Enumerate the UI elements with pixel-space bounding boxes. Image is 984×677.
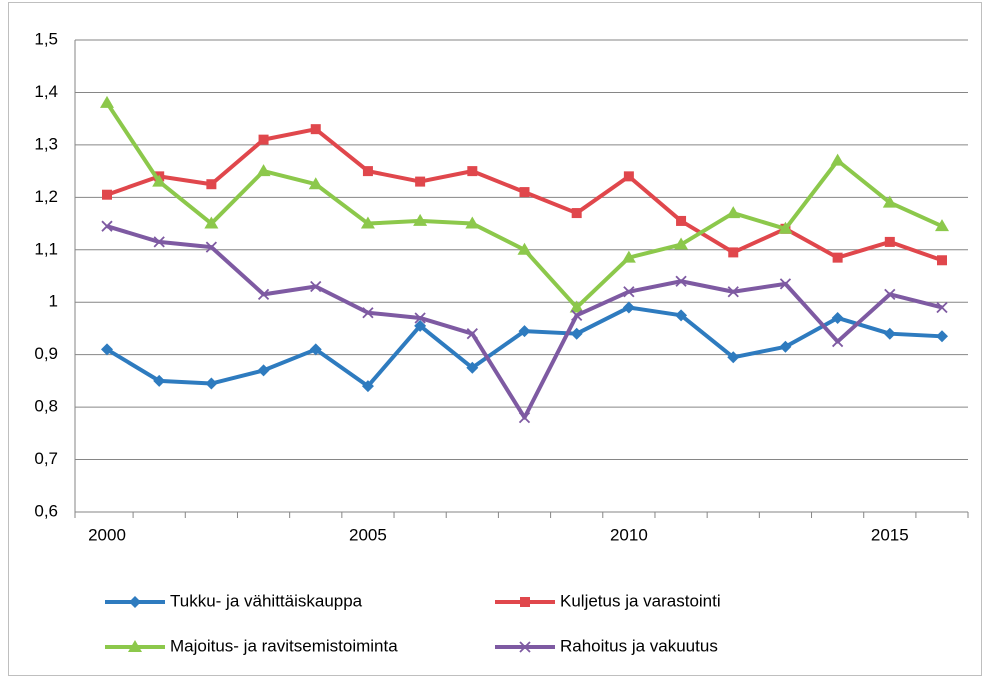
marker bbox=[414, 312, 426, 324]
marker bbox=[310, 280, 322, 293]
marker bbox=[362, 307, 374, 319]
marker bbox=[569, 300, 584, 313]
marker bbox=[128, 640, 142, 652]
legend-label: Majoitus- ja ravitsemistoiminta bbox=[170, 636, 398, 655]
marker bbox=[520, 597, 530, 607]
marker bbox=[622, 301, 635, 314]
marker bbox=[517, 242, 532, 255]
marker bbox=[360, 216, 375, 229]
marker bbox=[884, 288, 896, 300]
marker bbox=[102, 189, 112, 200]
marker bbox=[204, 216, 219, 229]
marker bbox=[467, 166, 478, 177]
chart-border bbox=[8, 2, 982, 676]
marker bbox=[883, 327, 896, 340]
marker bbox=[257, 364, 270, 377]
marker bbox=[100, 95, 114, 108]
marker bbox=[571, 309, 583, 321]
marker bbox=[308, 177, 323, 190]
marker bbox=[778, 221, 793, 234]
marker bbox=[727, 351, 740, 364]
y-tick-label: 0,7 bbox=[34, 449, 58, 468]
marker bbox=[882, 195, 897, 208]
marker bbox=[153, 236, 165, 248]
marker bbox=[676, 215, 687, 226]
x-tick-label: 2000 bbox=[88, 525, 126, 544]
legend-label: Rahoitus ja vakuutus bbox=[560, 636, 718, 655]
y-tick-label: 1,5 bbox=[34, 29, 58, 48]
marker bbox=[518, 325, 531, 338]
y-tick-label: 0,9 bbox=[34, 344, 58, 363]
marker bbox=[519, 641, 531, 653]
marker bbox=[205, 377, 218, 390]
marker bbox=[361, 380, 374, 393]
marker bbox=[623, 286, 635, 298]
marker bbox=[257, 288, 270, 300]
marker bbox=[936, 330, 948, 343]
marker bbox=[205, 241, 218, 253]
marker bbox=[414, 319, 427, 332]
marker bbox=[152, 174, 167, 187]
marker bbox=[519, 187, 530, 198]
marker bbox=[256, 164, 271, 177]
marker bbox=[101, 220, 113, 232]
marker bbox=[621, 250, 636, 263]
y-tick-label: 1,1 bbox=[34, 239, 58, 258]
marker bbox=[675, 309, 688, 322]
marker bbox=[309, 343, 322, 356]
marker bbox=[362, 166, 373, 177]
marker bbox=[153, 374, 166, 387]
marker bbox=[726, 206, 741, 219]
y-tick-label: 1,4 bbox=[34, 82, 58, 101]
y-tick-label: 1,3 bbox=[34, 134, 58, 153]
y-tick-label: 1,2 bbox=[34, 187, 58, 206]
marker bbox=[465, 216, 480, 229]
y-tick-label: 0,6 bbox=[34, 501, 58, 520]
marker bbox=[937, 255, 947, 266]
x-tick-label: 2015 bbox=[871, 525, 909, 544]
marker bbox=[884, 236, 895, 247]
legend-label: Kuljetus ja varastointi bbox=[560, 591, 721, 610]
marker bbox=[727, 286, 739, 298]
marker bbox=[728, 247, 739, 258]
marker bbox=[129, 596, 141, 608]
marker bbox=[675, 275, 687, 287]
marker bbox=[935, 219, 949, 232]
y-tick-label: 1 bbox=[49, 292, 58, 311]
marker bbox=[571, 208, 582, 219]
marker bbox=[830, 153, 845, 166]
legend-item: Kuljetus ja varastointi bbox=[495, 591, 721, 610]
marker bbox=[570, 327, 583, 340]
legend-label: Tukku- ja vähittäiskauppa bbox=[170, 591, 363, 610]
legend-item: Majoitus- ja ravitsemistoiminta bbox=[105, 636, 398, 655]
marker bbox=[466, 328, 478, 340]
marker bbox=[779, 278, 792, 290]
y-tick-label: 0,8 bbox=[34, 397, 58, 416]
marker bbox=[466, 361, 479, 374]
marker bbox=[310, 124, 321, 135]
marker bbox=[415, 176, 426, 187]
marker bbox=[831, 335, 844, 348]
marker bbox=[623, 171, 634, 182]
marker bbox=[101, 343, 113, 356]
legend-item: Tukku- ja vähittäiskauppa bbox=[105, 591, 363, 610]
marker bbox=[206, 179, 217, 190]
legend-item: Rahoitus ja vakuutus bbox=[495, 636, 718, 655]
x-tick-label: 2005 bbox=[349, 525, 387, 544]
marker bbox=[936, 301, 948, 314]
x-tick-label: 2010 bbox=[610, 525, 648, 544]
marker bbox=[413, 213, 428, 226]
marker bbox=[832, 252, 843, 263]
marker bbox=[831, 311, 844, 324]
marker bbox=[518, 411, 531, 424]
marker bbox=[258, 134, 269, 145]
marker bbox=[674, 237, 689, 250]
marker bbox=[779, 340, 792, 353]
